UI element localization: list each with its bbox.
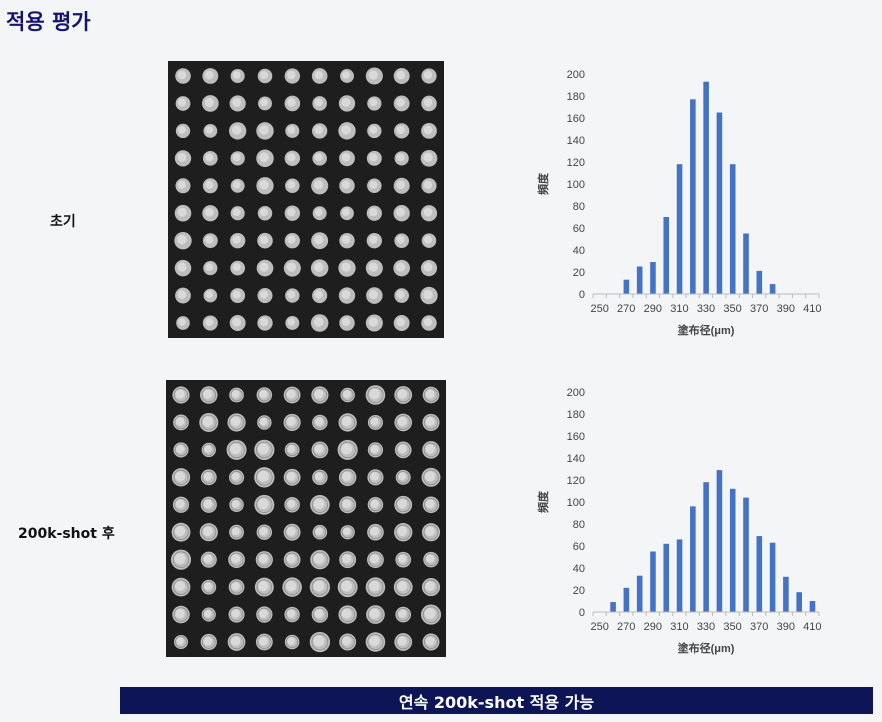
x-tick-label: 330 — [697, 303, 715, 315]
y-tick-label: 200 — [567, 387, 585, 399]
y-tick-label: 160 — [567, 431, 585, 443]
conclusion-banner: 연속 200k-shot 적용 가능 — [120, 687, 873, 714]
y-tick-label: 40 — [573, 563, 585, 575]
histogram-bar — [703, 81, 709, 294]
x-tick-label: 390 — [777, 303, 795, 315]
x-tick-label: 250 — [590, 621, 608, 633]
dot-array-photo-after — [166, 380, 446, 657]
histogram-bar — [756, 536, 763, 612]
histogram-bar — [663, 217, 670, 294]
histogram-bar — [716, 112, 723, 294]
histogram-bar — [623, 587, 630, 612]
y-tick-label: 80 — [573, 519, 585, 531]
y-axis-label: 頻度 — [536, 172, 550, 195]
x-tick-label: 350 — [723, 621, 741, 633]
y-tick-label: 20 — [573, 267, 585, 279]
histogram-bar — [676, 164, 683, 294]
histogram-bar — [623, 279, 630, 294]
histogram-bar — [650, 551, 656, 612]
histogram-bar — [809, 601, 816, 612]
x-tick-label: 330 — [697, 621, 715, 633]
x-tick-label: 370 — [750, 303, 768, 315]
histogram-bar — [783, 576, 789, 612]
y-tick-label: 100 — [567, 179, 585, 191]
page-title: 적용 평가 — [6, 10, 91, 34]
row-label-initial: 초기 — [50, 214, 76, 230]
x-axis-label: 塗布径(μm) — [678, 641, 735, 655]
histogram-bar — [716, 470, 723, 612]
histogram-bar — [703, 482, 709, 612]
histogram-bar — [663, 543, 670, 612]
y-tick-label: 20 — [573, 585, 585, 597]
x-tick-label: 410 — [803, 303, 821, 315]
histogram-bar — [756, 270, 763, 294]
histogram-bar — [729, 488, 736, 612]
x-tick-label: 350 — [723, 303, 741, 315]
y-tick-label: 80 — [573, 201, 585, 213]
y-tick-label: 180 — [567, 409, 585, 421]
x-tick-label: 250 — [590, 303, 608, 315]
x-tick-label: 270 — [617, 621, 635, 633]
x-axis-label: 塗布径(μm) — [678, 323, 735, 337]
x-tick-label: 290 — [644, 303, 662, 315]
histogram-bar — [769, 542, 776, 612]
x-tick-label: 410 — [803, 621, 821, 633]
histogram-bar — [636, 575, 643, 612]
dot-array-photo-initial — [168, 61, 444, 338]
y-tick-label: 180 — [567, 91, 585, 103]
x-tick-label: 290 — [644, 621, 662, 633]
histogram-bar — [743, 233, 749, 294]
histogram-bar — [610, 602, 616, 612]
y-tick-label: 0 — [579, 607, 585, 619]
row-label-after-200k: 200k-shot 후 — [18, 526, 115, 542]
histogram-bar — [690, 99, 696, 294]
y-tick-label: 200 — [567, 69, 585, 81]
x-tick-label: 370 — [750, 621, 768, 633]
histogram-bar — [636, 266, 643, 294]
histogram-bar — [676, 539, 683, 612]
y-tick-label: 140 — [567, 135, 585, 147]
histogram-bar — [690, 506, 696, 612]
histogram-initial: 0 20 40 60 80 100 120 140 160 180 200 250 270 290 310 3… — [536, 69, 822, 337]
x-tick-label: 270 — [617, 303, 635, 315]
y-tick-label: 160 — [567, 113, 585, 125]
y-tick-label: 0 — [579, 289, 585, 301]
y-tick-label: 60 — [573, 223, 585, 235]
y-tick-label: 120 — [567, 475, 585, 487]
x-tick-label: 310 — [670, 303, 688, 315]
histogram-bar — [743, 497, 749, 612]
y-tick-label: 40 — [573, 245, 585, 257]
y-tick-label: 100 — [567, 497, 585, 509]
histogram-bar — [729, 164, 736, 294]
histogram-after: 0 20 40 60 80 100 120 140 160 180 200 250 270 290 310 3… — [536, 387, 822, 655]
histogram-bar — [769, 284, 776, 294]
y-tick-label: 60 — [573, 541, 585, 553]
y-tick-label: 120 — [567, 157, 585, 169]
y-tick-label: 140 — [567, 453, 585, 465]
histogram-bar — [650, 262, 656, 294]
histogram-bar — [796, 592, 802, 612]
x-tick-label: 390 — [777, 621, 795, 633]
x-tick-label: 310 — [670, 621, 688, 633]
y-axis-label: 頻度 — [536, 490, 550, 513]
